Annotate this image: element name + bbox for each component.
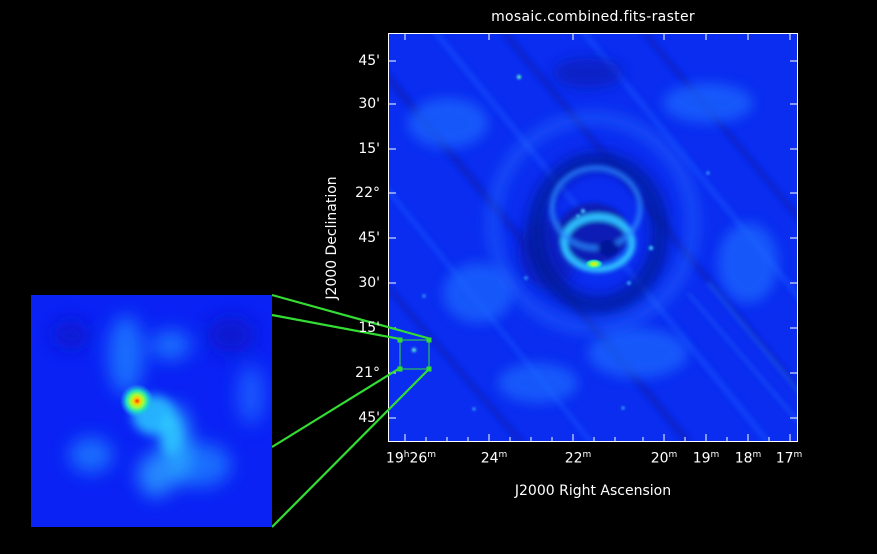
- y-tick-label: 30': [358, 96, 380, 112]
- y-axis-label: J2000 Declination: [324, 176, 340, 300]
- image-title: mosaic.combined.fits-raster: [491, 9, 695, 25]
- y-tick-label: 15': [358, 320, 380, 336]
- y-tick-label: 30': [358, 275, 380, 291]
- y-tick-label: 45': [358, 230, 380, 246]
- y-tick-label: 15': [358, 141, 380, 157]
- x-tick-label: 18m: [734, 450, 762, 467]
- x-tick-label: 17m: [775, 450, 803, 467]
- zoom-connector-lines: [271, 293, 432, 528]
- x-tick-label: 22m: [564, 450, 592, 467]
- zoom-selection-box[interactable]: [399, 339, 430, 370]
- x-tick-label: 20m: [650, 450, 678, 467]
- x-tick-label: 19m: [692, 450, 720, 467]
- zoom-handle-tr[interactable]: [426, 337, 432, 343]
- zoom-handle-tl[interactable]: [397, 337, 403, 343]
- y-tick-label: 45': [358, 53, 380, 69]
- x-tick-label: 19h26m: [385, 450, 437, 467]
- x-axis-label: J2000 Right Ascension: [514, 483, 672, 499]
- y-tick-label: 22°: [355, 185, 380, 201]
- x-tick-label: 24m: [480, 450, 508, 467]
- sky-image[interactable]: [388, 33, 798, 442]
- y-tick-label: 21°: [355, 365, 380, 381]
- y-tick-label: 45': [358, 410, 380, 426]
- zoom-inset-image[interactable]: [31, 295, 272, 527]
